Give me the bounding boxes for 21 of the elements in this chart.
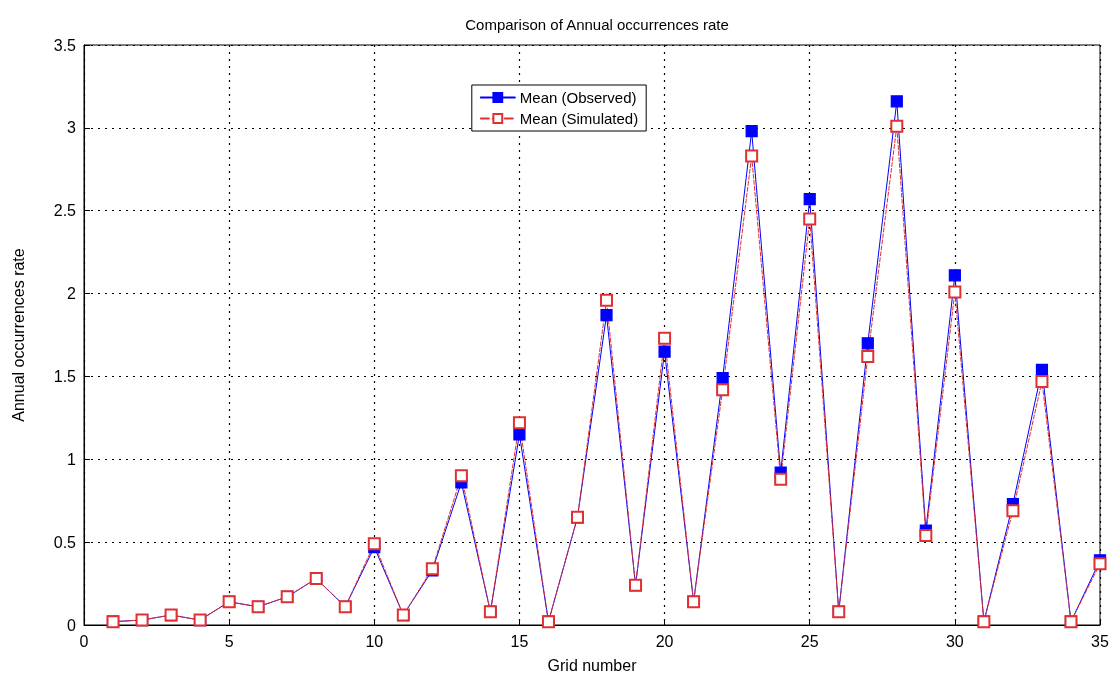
y-tick-label: 0 xyxy=(67,616,77,634)
y-tick-label: 1.5 xyxy=(53,367,77,385)
y-tick-label: 0.5 xyxy=(53,533,77,551)
x-tick-label: 30 xyxy=(945,632,964,650)
y-tick-label: 2 xyxy=(67,285,77,303)
y-tick-label: 3 xyxy=(67,119,77,137)
x-tick-label: 35 xyxy=(1091,632,1109,650)
legend-label: Mean (Observed) xyxy=(519,89,637,106)
y-tick-label: 3.5 xyxy=(53,36,77,54)
y-tick-label: 1 xyxy=(67,450,77,468)
x-tick-label: 15 xyxy=(510,632,529,650)
y-axis-title: Annual occurrences rate xyxy=(9,248,27,422)
x-tick-label: 5 xyxy=(224,632,234,650)
legend-label: Mean (Simulated) xyxy=(519,110,639,127)
x-tick-label: 0 xyxy=(79,632,89,650)
x-tick-label: 10 xyxy=(365,632,384,650)
y-tick-label: 2.5 xyxy=(53,202,77,220)
x-tick-label: 25 xyxy=(800,632,819,650)
chart-title: Comparison of Annual occurrences rate xyxy=(465,16,729,33)
x-axis-title: Grid number xyxy=(547,656,638,674)
x-tick-label: 20 xyxy=(655,632,674,650)
